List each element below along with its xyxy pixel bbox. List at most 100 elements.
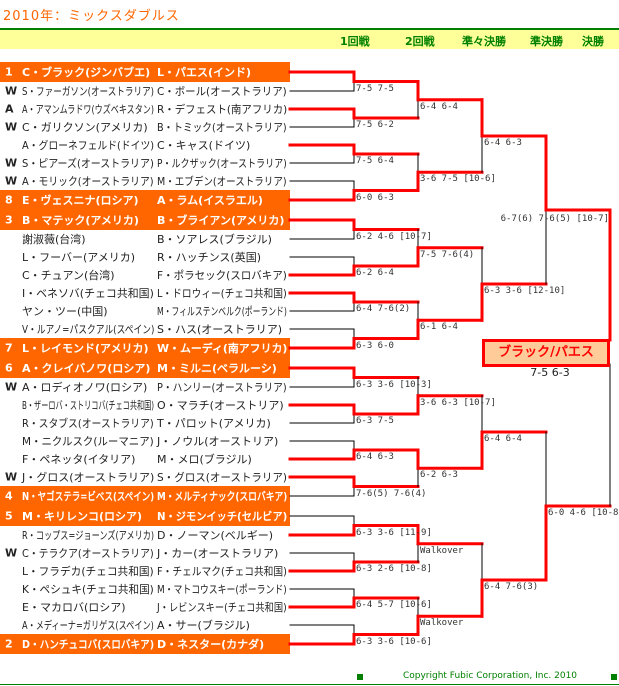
player-1[interactable]: E・ヴェスニナ(ロシア) [22, 194, 139, 207]
player-2[interactable]: A・ラム(イスラエル) [157, 194, 263, 207]
player-2[interactable]: J・ノウル(オーストリア) [157, 435, 279, 448]
player-1[interactable]: S・ファーガソン(オーストラリア) [22, 85, 155, 98]
player-1[interactable]: S・ピアーズ(オーストラリア) [22, 157, 154, 170]
player-2[interactable]: S・ハス(オーストラリア) [157, 323, 283, 336]
draw-row: C・チュアン(台湾) F・ポラセック(スロバキア) [0, 266, 290, 284]
player-1[interactable]: N・ヤゴステラ=ビベス(スペイン) [22, 490, 155, 503]
player-1[interactable]: ヤン・ツー(中国) [22, 305, 108, 318]
draw-row: L・フーバー(アメリカ) R・ハッチンス(英国) [0, 248, 290, 266]
match-score: 6-4 6-3 [484, 138, 522, 148]
player-2[interactable]: B・ブライアン(アメリカ) [157, 214, 285, 227]
player-1[interactable]: R・コップス=ジョーンズ(アメリカ) [22, 529, 155, 542]
player-1[interactable]: 謝淑薇(台湾) [22, 233, 86, 246]
footer-square-right [611, 674, 617, 680]
draw-row: L・フラデカ(チェコ共和国) F・チェルマク(チェコ共和国) [0, 562, 290, 580]
player-2[interactable]: S・グロス(オーストラリア) [157, 471, 288, 484]
player-1[interactable]: V・ルアノ=パスクアル(スペイン) [22, 323, 155, 336]
draw-row: I・ベネソバ(チェコ共和国) L・ドロウィー(チェコ共和国) [0, 284, 290, 302]
footer-square-left [357, 674, 363, 680]
draw-row: A A・アマンムラドワ(ウズベキスタン) R・デフェスト(南アフリカ) [0, 100, 290, 118]
player-1[interactable]: C・チュアン(台湾) [22, 269, 115, 282]
match-score: 6-3 3-6 [11-9] [356, 527, 432, 538]
player-2[interactable]: M・メルティナック(スロバキア) [157, 490, 288, 503]
player-1[interactable]: R・スタブス(オーストラリア) [22, 417, 154, 430]
player-2[interactable]: M・エブデン(オーストラリア) [157, 175, 287, 188]
draw-row: R・スタブス(オーストラリア) T・パロット(アメリカ) [0, 414, 290, 432]
player-2[interactable]: M・フィルステンベルク(ポーランド) [157, 305, 287, 318]
player-2[interactable]: M・ミルニ(ベラルーシ) [157, 362, 277, 375]
player-1[interactable]: C・テラクア(オーストラリア) [22, 547, 154, 560]
match-score: 7-6(5) 7-6(4) [356, 488, 427, 499]
draw-row: E・マカロバ(ロシア) J・レビンスキー(チェコ共和国) [0, 598, 290, 616]
seed-mark: W [5, 174, 18, 188]
seed-mark: 7 [5, 341, 13, 355]
player-2[interactable]: M・メロ(ブラジル) [157, 453, 252, 466]
player-2[interactable]: P・ハンリー(オーストラリア) [157, 381, 287, 394]
round-label-2: 2回戦 [405, 35, 435, 48]
player-1[interactable]: A・グローネフェルド(ドイツ) [22, 139, 155, 152]
player-1[interactable]: J・グロス(オーストラリア) [22, 471, 155, 484]
match-score: 6-3 3-6 [10-3] [356, 379, 432, 390]
player-1[interactable]: E・マカロバ(ロシア) [22, 601, 126, 614]
player-2[interactable]: T・パロット(アメリカ) [157, 417, 271, 430]
player-1[interactable]: A・アマンムラドワ(ウズベキスタン) [22, 103, 155, 116]
seed-mark: 8 [5, 193, 13, 207]
player-1[interactable]: M・キリレンコ(ロシア) [22, 510, 143, 523]
seed-mark: 1 [5, 65, 13, 79]
seed-mark: 5 [5, 509, 13, 523]
round-label-final: 決勝 [582, 35, 604, 48]
player-2[interactable]: L・ドロウィー(チェコ共和国) [157, 287, 287, 300]
player-1[interactable]: B・マテック(アメリカ) [22, 214, 139, 227]
player-2[interactable]: A・サー(ブラジル) [157, 619, 250, 632]
player-2[interactable]: O・マラチ(オーストリア) [157, 399, 284, 412]
player-2[interactable]: M・マトコウスキー(ポーランド) [157, 583, 287, 596]
player-2[interactable]: R・ハッチンス(英国) [157, 251, 262, 264]
draw-row: V・ルアノ=パスクアル(スペイン) S・ハス(オーストラリア) [0, 320, 290, 338]
player-2[interactable]: F・チェルマク(チェコ共和国) [157, 565, 287, 578]
draw-row: B・ザーロバ・ストリコバ(チェコ共和国) O・マラチ(オーストリア) [0, 396, 290, 414]
page-title: 2010年：ミックスダブルス [3, 9, 180, 24]
player-1[interactable]: M・ニクルスク(ルーマニア) [22, 435, 154, 448]
player-1[interactable]: C・ガリクソン(アメリカ) [22, 121, 148, 134]
draw-row: 謝淑薇(台湾) B・ソアレス(ブラジル) [0, 230, 290, 248]
match-score: 6-4 5-7 [10-6] [356, 600, 432, 610]
player-2[interactable]: C・ボール(オーストラリア) [157, 85, 287, 98]
player-2[interactable]: D・ネスター(カナダ) [157, 638, 265, 651]
player-1[interactable]: A・メディーナ=ガリゲス(スペイン) [22, 619, 154, 632]
player-2[interactable]: P・ルクザック(オーストラリア) [157, 157, 287, 170]
player-2[interactable]: D・ノーマン(ベルギー) [157, 529, 274, 542]
draw-row: 6 A・クレイバノワ(ロシア) M・ミルニ(ベラルーシ) [0, 358, 290, 378]
player-1[interactable]: L・レイモンド(アメリカ) [22, 342, 149, 355]
player-1[interactable]: K・ペシュキ(チェコ共和国) [22, 583, 154, 596]
draw-row: W A・ロディオノワ(ロシア) P・ハンリー(オーストラリア) [0, 378, 290, 396]
draw-row: 2 D・ハンチュコバ(スロバキア) D・ネスター(カナダ) [0, 634, 290, 654]
player-2[interactable]: J・レビンスキー(チェコ共和国) [157, 601, 287, 614]
player-2[interactable]: B・トミック(オーストラリア) [157, 121, 287, 134]
player-2[interactable]: W・ムーディ(南アフリカ) [157, 342, 288, 355]
match-score: 6-3 3-6 [10-6] [356, 636, 432, 647]
player-2[interactable]: C・キャス(ドイツ) [157, 139, 251, 152]
player-1[interactable]: L・フーバー(アメリカ) [22, 251, 136, 264]
player-2[interactable]: R・デフェスト(南アフリカ) [157, 103, 288, 116]
player-2[interactable]: F・ポラセック(スロバキア) [157, 269, 287, 282]
match-score: 6-4 6-4 [484, 434, 522, 444]
player-2[interactable]: B・ソアレス(ブラジル) [157, 233, 272, 246]
match-score: 7-5 6-2 [356, 120, 394, 130]
player-2[interactable]: L・パエス(インド) [157, 66, 252, 79]
player-1[interactable]: L・フラデカ(チェコ共和国) [22, 565, 154, 578]
player-1[interactable]: F・ペネッタ(イタリア) [22, 453, 136, 466]
player-2[interactable]: J・カー(オーストラリア) [157, 547, 279, 560]
player-1[interactable]: D・ハンチュコバ(スロバキア) [22, 638, 155, 651]
match-score: 7-5 7-5 [356, 83, 394, 94]
player-1[interactable]: B・ザーロバ・ストリコバ(チェコ共和国) [22, 399, 155, 412]
player-1[interactable]: A・クレイバノワ(ロシア) [22, 362, 151, 375]
match-score: 6-1 6-4 [420, 322, 458, 333]
player-1[interactable]: C・ブラック(ジンバブエ) [22, 66, 151, 79]
player-1[interactable]: A・モリック(オーストラリア) [22, 175, 154, 188]
draw-row: W C・ガリクソン(アメリカ) B・トミック(オーストラリア) [0, 118, 290, 136]
player-1[interactable]: A・ロディオノワ(ロシア) [22, 381, 148, 394]
player-2[interactable]: N・ジモンイッチ(セルビア) [157, 510, 288, 523]
match-score: 6-3 2-6 [10-8] [356, 564, 432, 574]
player-1[interactable]: I・ベネソバ(チェコ共和国) [22, 287, 154, 300]
